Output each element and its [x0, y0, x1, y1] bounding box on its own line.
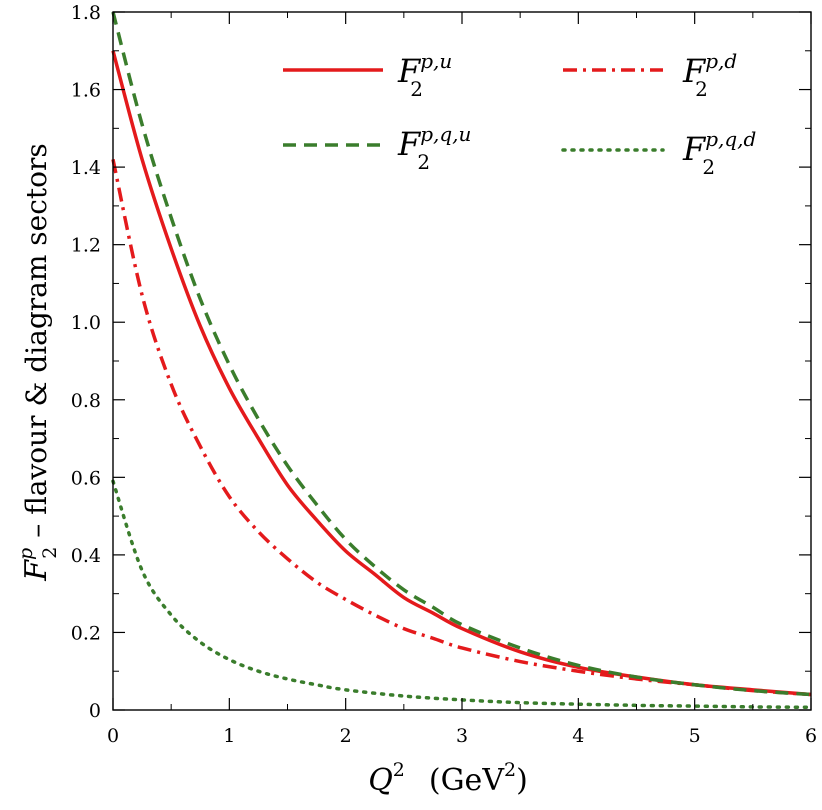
legend-f2pu-sub: 2	[410, 77, 423, 101]
y-axis-title-rest: – flavour & diagram sectors	[20, 143, 53, 547]
y-tick-label: 0.8	[71, 390, 101, 412]
y-axis-title: Fp 2 – flavour & diagram sectors	[15, 143, 61, 582]
series-layer	[111, 11, 813, 710]
y-axis-title-sup: p	[15, 548, 37, 560]
x-axis-title-main: Q	[368, 763, 393, 798]
legend-label-f2pqu: Fp,q,u 2	[397, 122, 471, 174]
y-axis-title-sub: 2	[39, 547, 61, 559]
x-tick-label: 5	[689, 725, 701, 747]
legend-f2pqu-sub: 2	[417, 150, 430, 174]
x-axis-unit-open: (GeV	[429, 763, 505, 798]
legend-label-f2pqd: Fp,q,d 2	[682, 127, 756, 179]
legend: Fp,u 2 Fp,d 2 Fp,q,u 2 Fp,q,d 2	[283, 49, 756, 179]
legend-f2pd-sup: p,d	[705, 49, 737, 73]
series-line-f2pqd	[111, 479, 813, 710]
x-axis-unit-close: )	[516, 763, 528, 798]
legend-f2pqd-sub: 2	[702, 155, 715, 179]
y-tick-label: 0.6	[71, 467, 101, 489]
legend-f2pqu-sup: p,q,u	[420, 122, 471, 146]
series-line-f2pd	[111, 158, 812, 697]
x-axis-title: Q2 (GeV2)	[368, 759, 528, 798]
series-line-f2pqu	[111, 11, 812, 697]
x-tick-label: 3	[456, 725, 468, 747]
x-axis-title-sup: 2	[393, 759, 405, 781]
legend-f2pd-main: F	[682, 52, 707, 90]
x-tick-label: 1	[223, 725, 235, 747]
x-tick-label: 2	[340, 725, 352, 747]
x-tick-label: 4	[572, 725, 584, 747]
y-tick-label: 1.8	[71, 2, 101, 24]
legend-f2pqd-sup: p,q,d	[705, 127, 756, 151]
legend-f2pqu-main: F	[397, 125, 422, 163]
x-tick-label: 0	[107, 725, 119, 747]
y-tick-label: 1.6	[71, 80, 101, 102]
legend-label-f2pd: Fp,d 2	[682, 49, 737, 101]
legend-f2pd-sub: 2	[695, 77, 708, 101]
legend-f2pu-sup: p,u	[420, 49, 452, 73]
y-tick-label: 1.4	[71, 157, 101, 179]
x-tick-label: 6	[805, 725, 817, 747]
y-axis-title-main: F	[19, 559, 54, 582]
y-tick-label: 0.2	[71, 622, 101, 644]
legend-f2pu-main: F	[397, 52, 422, 90]
x-axis-unit-sup: 2	[504, 759, 516, 781]
legend-f2pqd-main: F	[682, 130, 707, 168]
y-tick-label: 0	[89, 700, 101, 722]
ticks-layer: 0 1 2 3 4 5 6 0 0.2 0.4 0.6 0.8 1.0 1.2 1.4 1.6 1.8	[71, 2, 817, 747]
legend-label-f2pu: Fp,u 2	[397, 49, 452, 101]
y-tick-label: 1.2	[71, 235, 101, 257]
y-tick-label: 0.4	[71, 545, 101, 567]
y-tick-label: 1.0	[71, 312, 101, 334]
